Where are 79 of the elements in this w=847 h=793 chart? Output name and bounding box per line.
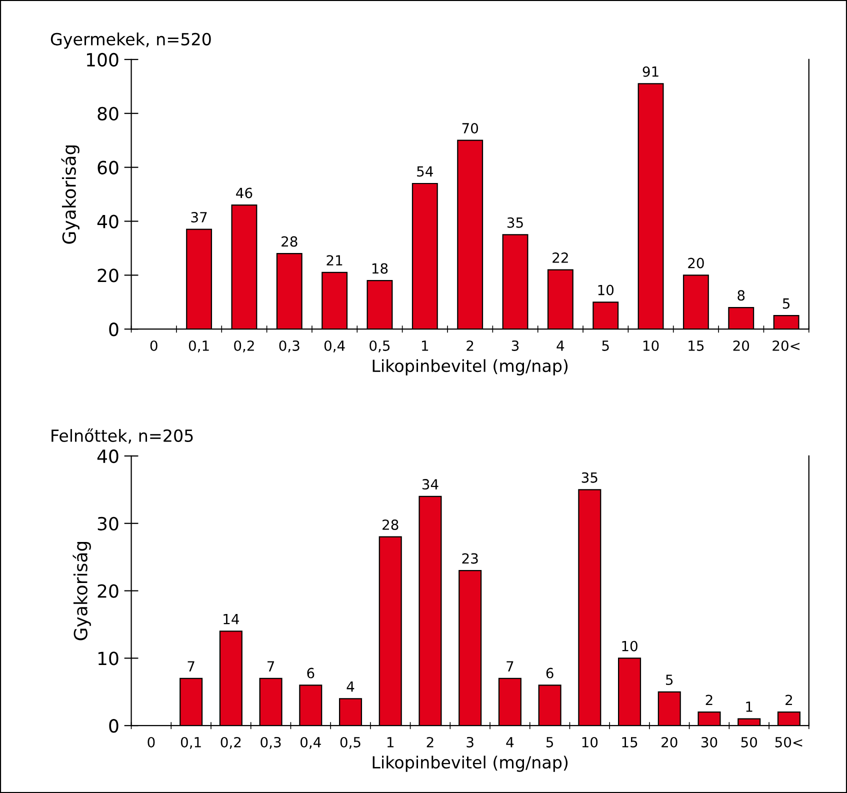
data-label: 18 [372,263,388,274]
x-tick-label: 0,2 [220,736,241,749]
x-tick-label: 0 [148,736,155,748]
data-label: 5 [666,674,673,686]
x-tick-label: 3 [512,340,519,351]
x-tick-label: 0,3 [279,340,300,352]
y-tick-label: 0 [109,322,118,336]
x-axis-title: Likopinbevitel (mg/nap) [372,359,568,376]
x-tick-label: 0,5 [340,736,360,749]
x-tick-label: 20 [662,736,678,748]
x-tick-label: 0,3 [260,736,281,749]
data-label: 5 [782,298,790,309]
data-label: 6 [307,668,314,678]
x-tick-label: 0,4 [324,340,345,352]
x-tick-label: 3 [466,736,474,748]
y-tick-label: 60 [98,160,118,174]
data-label: 10 [622,640,638,652]
x-tick-label: 30 [701,736,718,748]
y-tick-label: 40 [97,214,118,228]
y-axis-title: Gyakoriság [72,542,91,640]
x-tick-label: 20< [772,340,800,351]
x-tick-label: 2 [466,340,474,351]
data-label: 28 [382,520,398,530]
data-label: 4 [346,681,354,692]
x-tick-label: 50 [741,736,758,748]
x-tick-label: 5 [602,340,609,351]
x-tick-label: 0,1 [188,340,209,352]
data-label: 20 [688,258,704,268]
x-tick-label: 0,4 [300,736,321,749]
x-tick-label: 15 [622,737,638,748]
data-label: 28 [282,236,298,247]
x-tick-label: 5 [546,737,554,748]
y-tick-label: 100 [87,52,118,67]
y-tick-label: 0 [109,719,118,733]
y-tick-label: 30 [98,516,118,530]
y-axis-title: Gyakoriság [61,145,80,244]
data-label: 23 [462,553,478,564]
y-tick-label: 40 [97,449,118,464]
data-label: 35 [507,217,523,228]
x-tick-label: 1 [387,737,394,748]
data-label: 7 [506,661,514,672]
x-tick-label: 15 [688,340,704,351]
y-tick-label: 10 [98,652,118,666]
data-label: 34 [422,479,438,490]
data-label: 46 [236,188,252,198]
data-label: 37 [191,212,207,222]
chart-title: Felnőttek, n=205 [52,428,193,444]
x-axis-title: Likopinbevitel (mg/nap) [372,756,568,772]
x-tick-label: 0,5 [370,340,390,352]
data-label: 7 [188,661,194,672]
y-tick-label: 20 [98,268,118,282]
data-label: 70 [462,123,478,134]
x-tick-label: 0,1 [180,736,201,749]
x-tick-label: 4 [506,737,514,748]
x-tick-label: 10 [582,736,598,748]
chart-title: Gyermekek, n=520 [50,32,211,49]
x-tick-label: 4 [556,340,564,351]
data-label: 8 [738,290,745,301]
data-label: 21 [326,255,342,266]
data-label: 2 [706,694,712,706]
data-label: 1 [746,702,752,712]
data-label: 14 [224,614,239,624]
x-tick-label: 10 [643,340,659,351]
data-label: 22 [552,252,568,263]
x-tick-label: 0,2 [234,340,254,352]
y-tick-label: 20 [98,584,118,598]
data-label: 6 [546,668,554,678]
data-label: 91 [642,66,658,77]
x-tick-label: 0 [150,340,158,351]
x-tick-label: 2 [426,736,434,748]
x-tick-label: 1 [422,340,428,351]
data-label: 10 [598,284,614,296]
data-label: 54 [417,166,433,177]
data-label: 35 [582,472,598,483]
x-tick-label: 50< [775,736,802,748]
data-label: 7 [268,661,274,672]
x-tick-label: 20 [733,340,750,351]
data-label: 2 [786,694,792,706]
y-tick-label: 80 [98,106,118,121]
